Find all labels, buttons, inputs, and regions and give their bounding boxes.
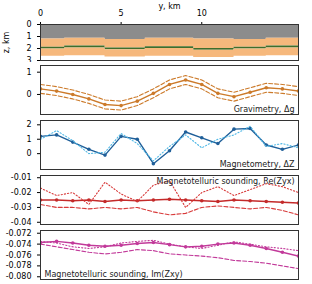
svg-text:-0.072: -0.072 <box>6 229 32 238</box>
svg-text:Gravimetry, Δg: Gravimetry, Δg <box>234 105 295 114</box>
svg-text:10: 10 <box>197 9 207 18</box>
svg-text:-0.074: -0.074 <box>6 240 32 249</box>
svg-text:-0.078: -0.078 <box>6 261 32 270</box>
svg-text:2: 2 <box>26 120 31 129</box>
svg-text:-0.076: -0.076 <box>6 251 32 260</box>
svg-text:5: 5 <box>119 9 124 18</box>
svg-text:-0.04: -0.04 <box>11 218 32 227</box>
svg-text:Magnetotelluric sounding, Re(Z: Magnetotelluric sounding, Re(Zyx) <box>157 177 295 186</box>
svg-text:-0.080: -0.080 <box>6 272 32 281</box>
svg-text:3: 3 <box>26 56 31 62</box>
svg-text:0: 0 <box>26 20 31 29</box>
svg-text:1: 1 <box>26 32 31 41</box>
svg-text:-0.02: -0.02 <box>11 188 32 197</box>
svg-text:-0.01: -0.01 <box>11 173 32 182</box>
svg-text:-0.03: -0.03 <box>11 203 32 212</box>
svg-text:Magnetotelluric sounding, Im(Z: Magnetotelluric sounding, Im(Zxy) <box>45 270 183 279</box>
svg-text:0: 0 <box>38 9 43 18</box>
svg-text:1: 1 <box>26 68 31 77</box>
svg-text:0: 0 <box>26 90 31 99</box>
svg-text:Magnetometry, ΔZ: Magnetometry, ΔZ <box>220 160 295 169</box>
svg-text:z, km: z, km <box>2 31 11 53</box>
svg-text:2: 2 <box>26 44 31 53</box>
svg-text:y, km: y, km <box>158 2 180 11</box>
svg-text:1: 1 <box>26 135 31 144</box>
svg-text:0: 0 <box>26 149 31 158</box>
